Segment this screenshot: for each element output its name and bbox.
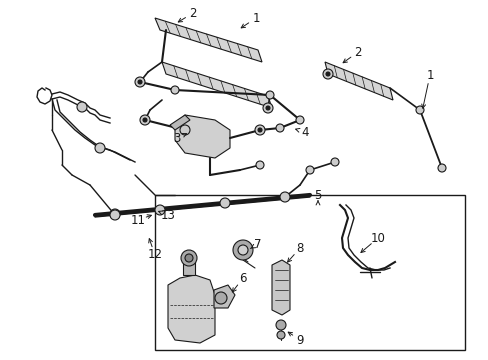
Polygon shape (214, 285, 235, 308)
Text: 10: 10 (370, 231, 385, 244)
Circle shape (142, 118, 147, 122)
Circle shape (184, 254, 193, 262)
Text: 12: 12 (147, 248, 162, 261)
Circle shape (110, 209, 120, 219)
Text: 11: 11 (130, 213, 145, 226)
Text: 4: 4 (301, 126, 308, 139)
Text: 2: 2 (189, 6, 196, 19)
Circle shape (275, 320, 285, 330)
Circle shape (232, 240, 252, 260)
Circle shape (415, 106, 423, 114)
Circle shape (110, 210, 120, 220)
Circle shape (238, 245, 247, 255)
Polygon shape (175, 115, 229, 158)
Text: 6: 6 (239, 271, 246, 284)
Polygon shape (271, 260, 289, 315)
Circle shape (180, 125, 190, 135)
Circle shape (135, 77, 145, 87)
Circle shape (220, 198, 229, 208)
Circle shape (155, 205, 164, 215)
Circle shape (254, 125, 264, 135)
Polygon shape (168, 275, 215, 343)
Text: 5: 5 (314, 189, 321, 202)
Circle shape (215, 292, 226, 304)
Text: 13: 13 (160, 208, 175, 221)
Polygon shape (170, 115, 190, 130)
Circle shape (330, 158, 338, 166)
Text: 8: 8 (296, 242, 303, 255)
Polygon shape (162, 62, 271, 108)
Bar (155, 195, 464, 350)
Circle shape (171, 86, 179, 94)
Circle shape (325, 72, 329, 76)
Circle shape (140, 115, 150, 125)
Circle shape (295, 116, 304, 124)
Circle shape (265, 106, 269, 110)
Circle shape (437, 164, 445, 172)
Circle shape (265, 91, 273, 99)
Text: 3: 3 (173, 131, 181, 144)
Circle shape (263, 103, 272, 113)
Circle shape (95, 143, 105, 153)
Polygon shape (183, 262, 195, 275)
Polygon shape (155, 18, 262, 62)
Text: 2: 2 (353, 45, 361, 59)
Circle shape (275, 124, 284, 132)
Circle shape (256, 161, 264, 169)
Text: 7: 7 (254, 238, 261, 251)
Circle shape (258, 128, 262, 132)
Circle shape (305, 166, 313, 174)
Text: 1: 1 (252, 12, 259, 24)
Circle shape (138, 80, 142, 84)
Circle shape (323, 69, 332, 79)
Text: 9: 9 (296, 333, 303, 346)
Text: 1: 1 (426, 68, 433, 81)
Circle shape (276, 331, 285, 339)
Circle shape (181, 250, 197, 266)
Polygon shape (325, 62, 392, 100)
Circle shape (280, 192, 289, 202)
Circle shape (77, 102, 87, 112)
